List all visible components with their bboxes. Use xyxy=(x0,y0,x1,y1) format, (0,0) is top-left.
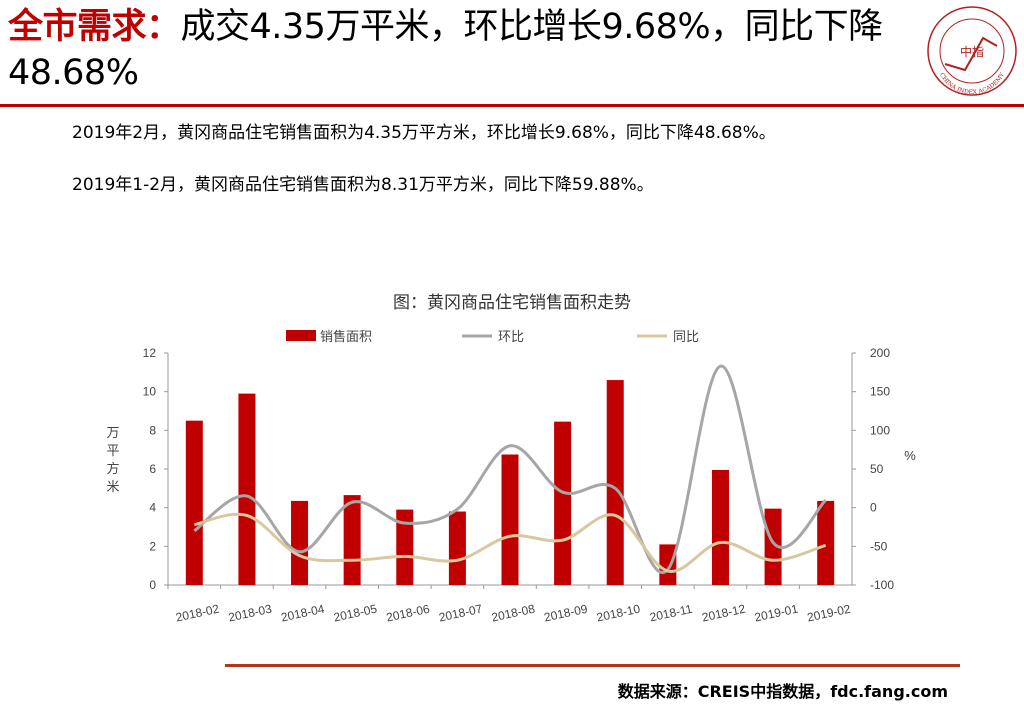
y-tick-label: 10 xyxy=(143,385,157,399)
bar-sales-area xyxy=(659,544,677,585)
y2-tick-label: 150 xyxy=(870,385,890,399)
y2-tick-label: 0 xyxy=(870,501,877,515)
x-tick-label: 2018-12 xyxy=(701,602,747,625)
source-divider xyxy=(225,664,960,667)
bar-sales-area xyxy=(343,495,361,585)
bar-sales-area xyxy=(606,380,624,585)
y-tick-label: 0 xyxy=(149,578,156,592)
x-tick-label: 2018-02 xyxy=(174,602,220,625)
title-divider xyxy=(0,104,1024,107)
y-tick-label: 4 xyxy=(149,501,156,515)
legend-label: 同比 xyxy=(673,330,699,345)
legend-swatch-sales-area xyxy=(286,330,316,341)
bar-sales-area xyxy=(817,500,835,585)
y-tick-label: 2 xyxy=(149,539,156,553)
y2-tick-label: -100 xyxy=(870,578,894,592)
x-tick-label: 2018-04 xyxy=(280,602,326,625)
y-tick-label: 6 xyxy=(149,462,156,476)
x-tick-label: 2018-07 xyxy=(438,602,484,625)
legend-label: 销售面积 xyxy=(320,329,372,345)
y2-axis-label: % xyxy=(904,448,916,463)
line-mom-growth xyxy=(193,364,827,574)
y-tick-label: 8 xyxy=(149,423,156,437)
x-tick-label: 2018-08 xyxy=(490,602,536,625)
bar-sales-area xyxy=(711,469,729,585)
bar-sales-area xyxy=(554,421,572,585)
y2-tick-label: 50 xyxy=(870,462,884,476)
x-tick-label: 2018-06 xyxy=(385,602,431,625)
x-tick-label: 2018-10 xyxy=(595,602,641,625)
bar-sales-area xyxy=(448,511,466,585)
y-tick-label: 12 xyxy=(143,346,157,360)
logo-chars: 中指 xyxy=(960,44,984,59)
slide-title: 全市需求：成交4.35万平米，环比增长9.68%，同比下降48.68% xyxy=(8,4,928,96)
bar-sales-area xyxy=(185,420,203,585)
chart-title: 图：黄冈商品住宅销售面积走势 xyxy=(393,293,631,313)
title-highlight: 全市需求： xyxy=(8,7,181,47)
y-axis-label-char: 方 xyxy=(106,461,119,477)
bar-sales-area xyxy=(501,454,519,585)
summary-line-1: 2019年2月，黄冈商品住宅销售面积为4.35万平方米，环比增长9.68%，同比… xyxy=(72,123,776,143)
y-axis-label-char: 平 xyxy=(106,444,119,459)
y2-tick-label: 100 xyxy=(870,423,890,437)
line-yoy-growth xyxy=(193,512,827,573)
x-tick-label: 2018-11 xyxy=(648,602,693,625)
y-axis-label-char: 万 xyxy=(106,426,119,441)
x-tick-label: 2018-05 xyxy=(332,602,378,625)
y-axis-label-char: 米 xyxy=(106,480,119,495)
bar-sales-area xyxy=(396,509,414,585)
x-tick-label: 2018-09 xyxy=(543,602,589,625)
bar-sales-area xyxy=(238,393,256,585)
x-tick-label: 2018-03 xyxy=(227,602,273,625)
legend-label: 环比 xyxy=(498,330,524,345)
title-rest: 成交4.35万平米，环比增长9.68%，同比下降48.68% xyxy=(8,7,883,93)
summary-line-2: 2019年1-2月，黄冈商品住宅销售面积为8.31万平方米，同比下降59.88%… xyxy=(72,175,654,195)
bar-sales-area xyxy=(764,508,782,585)
y2-tick-label: 200 xyxy=(870,346,890,360)
china-index-academy-logo-icon: 中指 CHINA INDEX ACADEMY xyxy=(927,6,1017,96)
data-source: 数据来源：CREIS中指数据，fdc.fang.com xyxy=(617,682,948,701)
bar-sales-area xyxy=(291,500,309,585)
y2-tick-label: -50 xyxy=(870,539,888,553)
x-tick-label: 2019-01 xyxy=(753,602,799,625)
x-tick-label: 2019-02 xyxy=(806,602,852,625)
